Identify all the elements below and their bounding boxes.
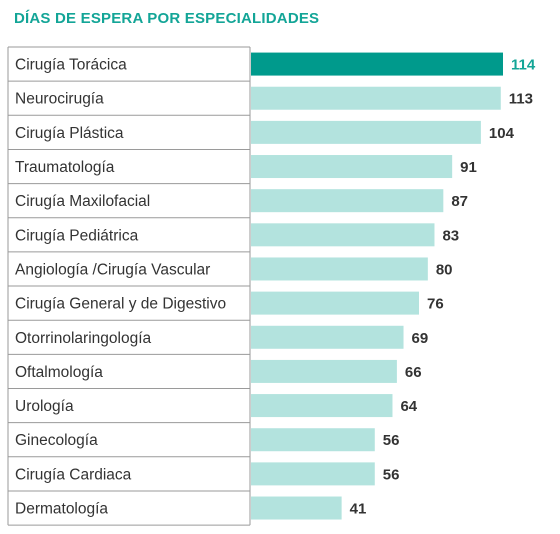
bar — [251, 428, 375, 452]
category-label: Otorrinolaringología — [15, 330, 152, 347]
bar — [251, 462, 375, 486]
value-label: 69 — [412, 330, 429, 347]
value-label: 76 — [427, 296, 444, 313]
value-label: 66 — [405, 364, 422, 381]
value-label: 113 — [509, 91, 533, 108]
bar — [251, 394, 393, 418]
category-label: Cirugía General y de Digestivo — [15, 296, 226, 313]
bar — [251, 86, 501, 110]
value-label: 56 — [383, 432, 400, 449]
label-frame — [7, 46, 251, 526]
value-label: 64 — [400, 398, 417, 415]
bar — [251, 325, 404, 349]
value-label: 56 — [383, 466, 400, 483]
bar — [251, 189, 444, 213]
category-label: Oftalmología — [15, 364, 103, 381]
bar — [251, 359, 397, 383]
value-label: 91 — [460, 159, 477, 176]
category-label: Cirugía Cardiaca — [15, 466, 132, 483]
category-label: Traumatología — [15, 159, 115, 176]
bar — [251, 291, 419, 315]
value-label: 41 — [350, 501, 367, 518]
category-label: Dermatología — [15, 501, 108, 518]
category-label: Angiología /Cirugía Vascular — [15, 261, 210, 278]
value-label: 83 — [442, 227, 459, 244]
value-label: 114 — [511, 57, 536, 74]
chart-title: DÍAS DE ESPERA POR ESPECIALIDADES — [14, 10, 320, 27]
category-label: Ginecología — [15, 432, 98, 449]
bar — [251, 257, 428, 281]
bar — [251, 120, 481, 144]
bar — [251, 496, 342, 520]
bar — [251, 223, 435, 247]
bar — [251, 155, 453, 179]
category-label: Cirugía Maxilofacial — [15, 193, 150, 210]
category-label: Cirugía Pediátrica — [15, 227, 139, 244]
category-label: Cirugía Plástica — [15, 125, 124, 142]
category-label: Neurocirugía — [15, 91, 104, 108]
value-label: 87 — [451, 193, 468, 210]
bar — [251, 52, 503, 76]
value-label: 104 — [489, 125, 515, 142]
category-label: Cirugía Torácica — [15, 57, 127, 74]
value-label: 80 — [436, 261, 453, 278]
category-label: Urología — [15, 398, 74, 415]
